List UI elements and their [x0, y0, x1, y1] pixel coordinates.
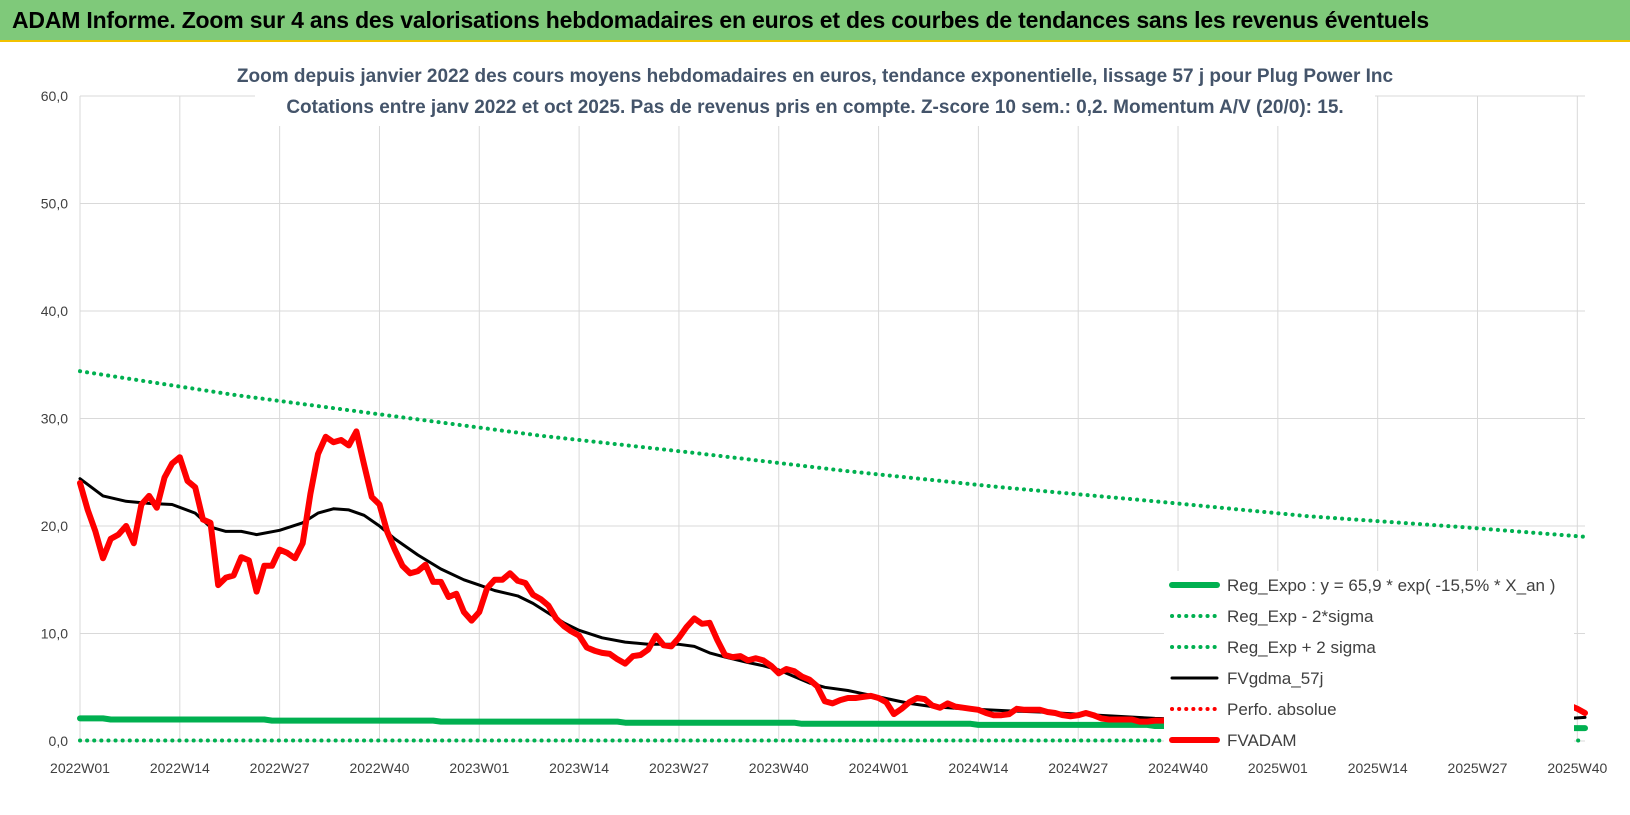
x-tick-label: 2025W40	[1547, 760, 1607, 776]
title-backdrop	[255, 58, 1375, 126]
y-tick-label: 60,0	[41, 88, 68, 104]
x-tick-label: 2022W27	[250, 760, 310, 776]
legend-label: Perfo. absolue	[1227, 700, 1337, 719]
x-tick-label: 2022W01	[50, 760, 110, 776]
y-tick-label: 20,0	[41, 518, 68, 534]
x-tick-label: 2025W27	[1448, 760, 1508, 776]
legend-label: FVADAM	[1227, 731, 1297, 750]
y-tick-label: 30,0	[41, 411, 68, 427]
x-tick-label: 2023W14	[549, 760, 609, 776]
y-tick-label: 40,0	[41, 303, 68, 319]
x-tick-label: 2022W14	[150, 760, 210, 776]
legend-backdrop	[1164, 571, 1574, 763]
x-axis-ticks: 2022W01 2022W14 2022W27 2022W40 2023W01 2023W…	[50, 760, 1607, 776]
x-tick-label: 2025W01	[1248, 760, 1308, 776]
y-axis-ticks: 0,0 10,0 20,0 30,0 40,0 50,0 60,0	[41, 88, 68, 749]
legend-label: Reg_Exp + 2 sigma	[1227, 638, 1376, 657]
legend-label: Reg_Exp - 2*sigma	[1227, 607, 1374, 626]
legend-label: Reg_Expo : y = 65,9 * exp( -15,5% * X_an…	[1227, 576, 1555, 595]
series-line-2	[78, 369, 1587, 539]
y-tick-label: 50,0	[41, 196, 68, 212]
report-banner: ADAM Informe. Zoom sur 4 ans des valoris…	[0, 0, 1630, 42]
x-tick-label: 2024W40	[1148, 760, 1208, 776]
x-tick-label: 2024W27	[1048, 760, 1108, 776]
y-tick-label: 0,0	[49, 733, 69, 749]
report-title: ADAM Informe. Zoom sur 4 ans des valoris…	[12, 7, 1430, 33]
x-tick-label: 2023W27	[649, 760, 709, 776]
y-tick-label: 10,0	[41, 626, 68, 642]
chart-subtitle: Cotations entre janv 2022 et oct 2025. P…	[286, 97, 1343, 118]
line-chart: 0,010,020,030,040,050,060,0 2022W01 2022W…	[41, 58, 1607, 776]
x-tick-label: 2024W01	[849, 760, 909, 776]
x-tick-label: 2022W40	[349, 760, 409, 776]
x-tick-label: 2023W01	[449, 760, 509, 776]
x-tick-label: 2025W14	[1348, 760, 1408, 776]
legend-label: FVgdma_57j	[1227, 669, 1323, 688]
x-tick-label: 2023W40	[749, 760, 809, 776]
chart-legend: Reg_Expo : y = 65,9 * exp( -15,5% * X_an…	[1164, 571, 1574, 763]
x-tick-label: 2024W14	[948, 760, 1008, 776]
chart-title: Zoom depuis janvier 2022 des cours moyen…	[237, 66, 1394, 87]
chart-area: 0,0 10,0 20,0 30,0 40,0 50,0 60,0 2022W01 2022W…	[0, 42, 1630, 815]
